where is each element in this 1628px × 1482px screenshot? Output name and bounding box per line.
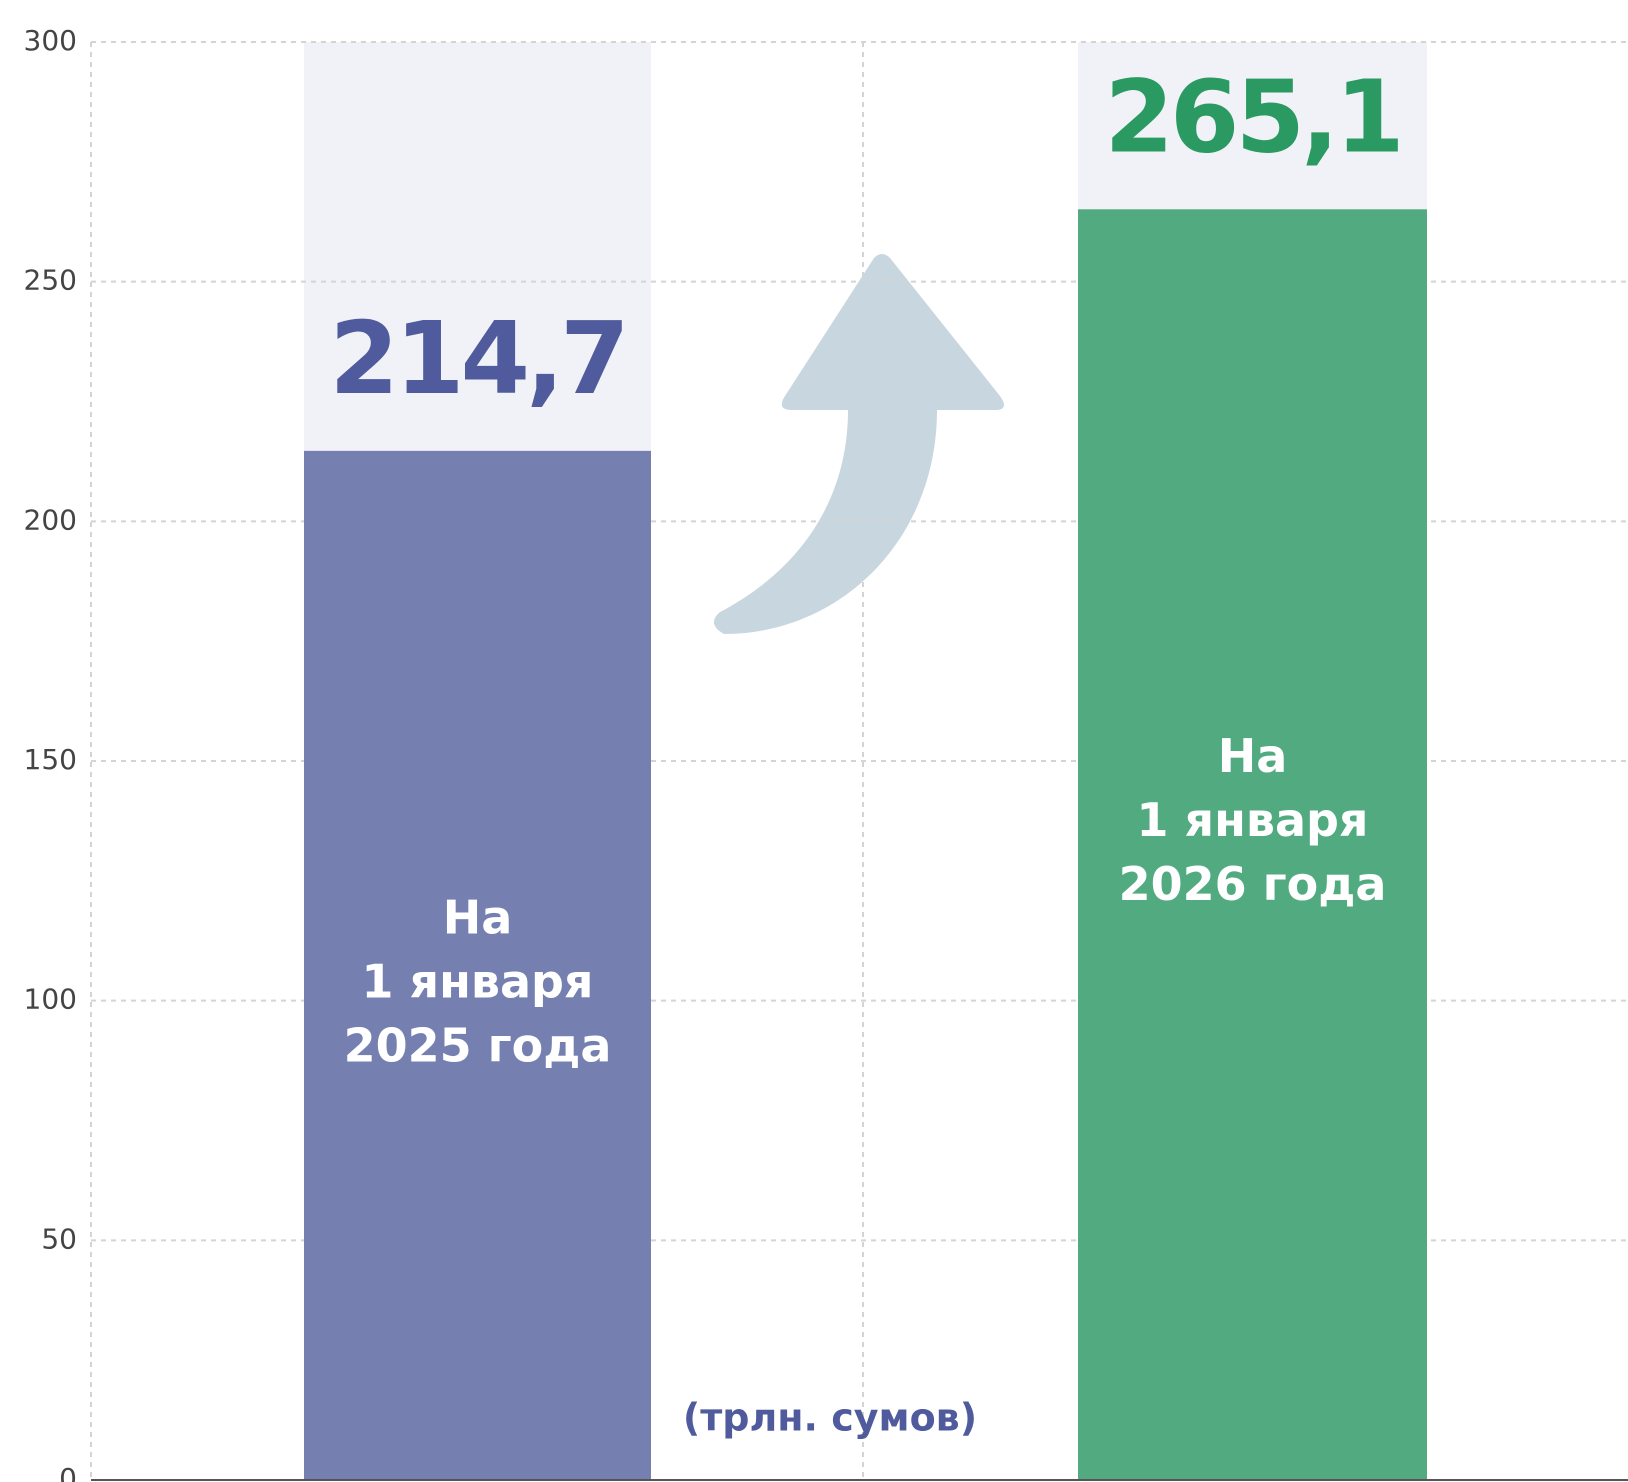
category-label: 1 января [1137, 793, 1369, 847]
unit-annotation: (трлн. сумов) [683, 1396, 977, 1440]
category-label: 1 января [362, 954, 594, 1008]
bar [304, 450, 651, 1480]
value-label: 214,7 [329, 300, 625, 417]
value-label: 265,1 [1104, 59, 1400, 176]
y-tick-label: 50 [41, 1222, 77, 1255]
y-tick-label: 100 [24, 983, 77, 1016]
y-tick-label: 300 [24, 24, 77, 57]
y-tick-label: 0 [59, 1462, 77, 1482]
y-tick-label: 200 [24, 503, 77, 536]
growth-arrow [713, 254, 1004, 634]
bar [1078, 209, 1427, 1480]
y-tick-label: 250 [24, 264, 77, 297]
y-tick-label: 150 [24, 743, 77, 776]
category-label: На [443, 890, 513, 944]
category-label: На [1218, 729, 1288, 783]
category-label: 2025 года [344, 1018, 612, 1072]
category-label: 2026 года [1119, 857, 1387, 911]
